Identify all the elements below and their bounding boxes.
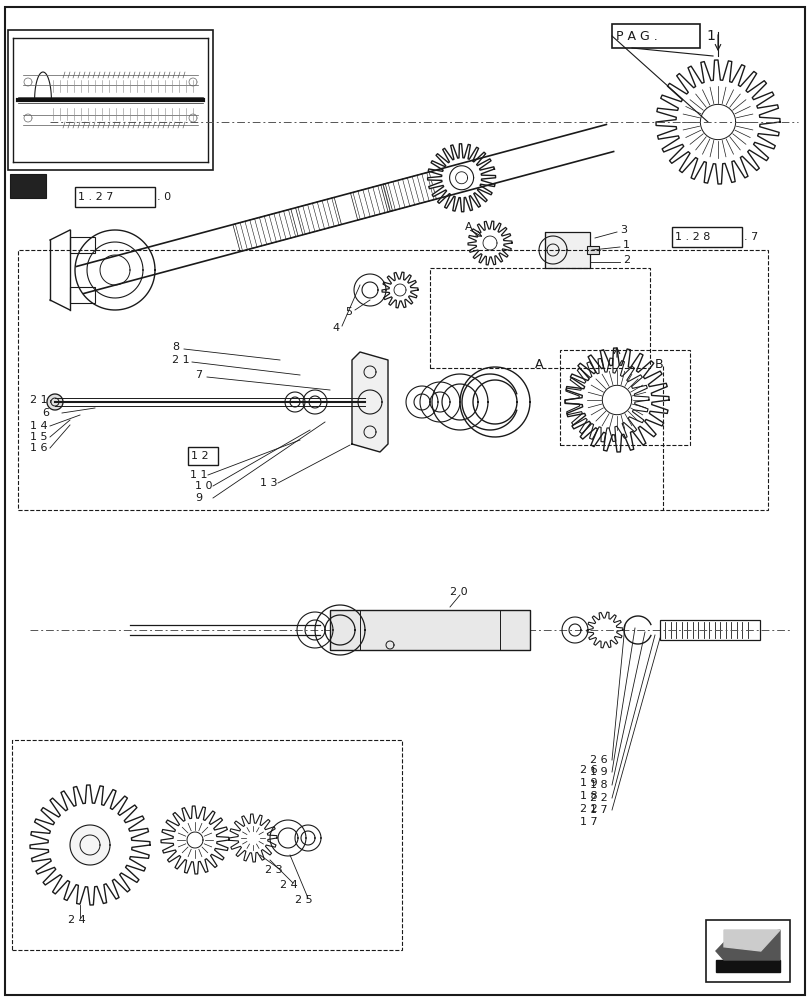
Polygon shape	[161, 806, 229, 874]
Text: 1 1: 1 1	[190, 470, 208, 480]
Polygon shape	[715, 960, 779, 972]
Text: 1: 1	[705, 29, 714, 43]
Text: 2 1: 2 1	[30, 395, 48, 405]
Bar	[70, 287, 95, 303]
Text: 1 6: 1 6	[30, 443, 47, 453]
Bar	[75, 187, 155, 207]
Bar	[586, 246, 599, 254]
Text: 1 8: 1 8	[579, 791, 597, 801]
Bar	[188, 447, 217, 465]
Text: 1 8: 1 8	[590, 780, 607, 790]
Text: 2 5: 2 5	[294, 895, 312, 905]
Bar	[705, 920, 789, 982]
Polygon shape	[723, 930, 779, 951]
Text: 7: 7	[195, 370, 202, 380]
Text: 1 . 2 7: 1 . 2 7	[78, 192, 114, 202]
Polygon shape	[229, 814, 277, 862]
Text: 6: 6	[42, 408, 49, 418]
Text: . 7: . 7	[743, 232, 757, 242]
Text: 1 9: 1 9	[579, 778, 597, 788]
Bar	[10, 174, 46, 198]
Bar	[544, 232, 590, 268]
Bar	[611, 24, 699, 48]
Bar	[70, 237, 95, 253]
Polygon shape	[30, 785, 150, 905]
Text: 1 0: 1 0	[195, 481, 212, 491]
Polygon shape	[564, 358, 648, 442]
Bar	[12, 740, 401, 950]
Text: 2: 2	[622, 255, 629, 265]
Text: 2 1: 2 1	[172, 355, 190, 365]
Text: 1 2: 1 2	[191, 451, 208, 461]
Bar	[329, 610, 530, 650]
Polygon shape	[467, 221, 512, 265]
Bar	[18, 250, 767, 510]
Text: 1 3: 1 3	[260, 478, 277, 488]
Text: 3: 3	[620, 225, 626, 235]
Text: 2 0: 2 0	[449, 587, 467, 597]
Text: A: A	[534, 358, 543, 370]
Polygon shape	[655, 60, 779, 184]
Text: 1 . 2 8: 1 . 2 8	[674, 232, 710, 242]
Text: B: B	[654, 358, 663, 370]
Text: 1 4: 1 4	[30, 421, 48, 431]
Bar	[430, 268, 649, 368]
Text: 1 5: 1 5	[30, 432, 47, 442]
Polygon shape	[427, 144, 495, 212]
Text: 1 9: 1 9	[590, 767, 607, 777]
Text: 2 6: 2 6	[579, 765, 597, 775]
Polygon shape	[381, 272, 418, 308]
Text: 1 7: 1 7	[590, 805, 607, 815]
Text: 1 7: 1 7	[579, 817, 597, 827]
Text: 9: 9	[195, 493, 202, 503]
Polygon shape	[70, 825, 109, 865]
Polygon shape	[47, 394, 63, 410]
Text: 2 2: 2 2	[590, 793, 607, 803]
Text: 2 4: 2 4	[280, 880, 298, 890]
Text: 8: 8	[172, 342, 179, 352]
Text: 4: 4	[332, 323, 339, 333]
Bar	[8, 30, 212, 170]
Text: 5: 5	[345, 307, 351, 317]
Bar	[672, 227, 741, 247]
Polygon shape	[351, 352, 388, 452]
Text: P A G .: P A G .	[616, 29, 657, 42]
Polygon shape	[715, 930, 779, 960]
Text: 2 4: 2 4	[68, 915, 86, 925]
Text: 1: 1	[622, 240, 629, 250]
Text: 2 3: 2 3	[264, 865, 282, 875]
Polygon shape	[564, 348, 668, 452]
Bar	[659, 620, 759, 640]
Text: 2 6: 2 6	[590, 755, 607, 765]
Polygon shape	[586, 612, 622, 648]
Text: A: A	[465, 222, 472, 232]
Text: 2 2: 2 2	[579, 804, 597, 814]
Bar	[560, 350, 689, 445]
Text: . 0: . 0	[157, 192, 171, 202]
